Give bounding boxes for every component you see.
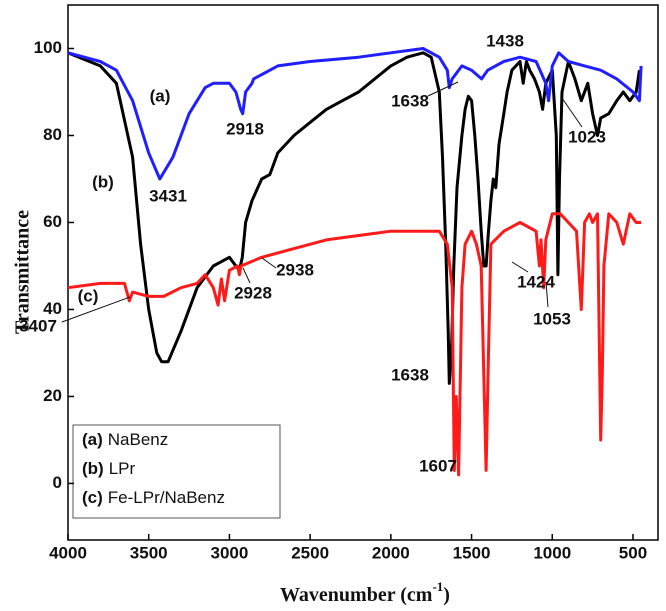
series-line [67,212,642,477]
x-tick-label: 1500 [453,543,491,562]
x-tick-label: 500 [619,543,647,562]
plot-frame [67,4,659,541]
peak-label: 1023 [568,127,606,146]
series-line [67,47,643,181]
peak-label: 1607 [419,456,457,475]
leader-line [261,257,277,269]
leader-line [242,267,251,284]
peak-label: 1638 [391,365,429,384]
peak-label: 3407 [19,316,57,335]
peak-label: 1424 [517,272,555,291]
x-axis-label: Wavenumber (cm-1) [280,579,450,606]
leader-line [427,81,459,97]
legend-label: LPr [109,459,136,478]
x-tick-label: 2000 [372,543,410,562]
leader-line [61,296,131,323]
peak-label: 1638 [391,91,429,110]
x-tick-label: 3500 [130,543,168,562]
peak-label: 2918 [226,119,264,138]
legend-entry: (b) LPr [82,459,136,478]
x-tick-label: 4000 [49,543,87,562]
series-tag: (b) [92,172,114,191]
legend-box [72,424,281,519]
y-tick-label: 40 [43,299,62,318]
leader-line [561,97,583,128]
y-tick-label: 80 [43,125,62,144]
legend-entry: (a) NaBenz [82,430,168,449]
legend-tag: (a) [82,430,103,449]
y-axis-label: Transmittance [12,210,34,334]
series-tag: (c) [78,286,99,305]
legend-label: NaBenz [108,430,168,449]
y-tick-label: 60 [43,212,62,231]
x-label-text: Wavenumber (cm [280,584,433,606]
peak-label: 1053 [533,309,571,328]
y-tick-label: 100 [34,38,62,57]
legend-tag: (b) [82,459,104,478]
legend-entry: (c) Fe-LPr/NaBenz [82,488,225,507]
x-label-sup: -1 [432,579,443,594]
y-tick-label: 20 [43,386,62,405]
x-tick-label: 2500 [291,543,329,562]
legend-label: Fe-LPr/NaBenz [108,488,225,507]
legend-tag: (c) [82,488,103,507]
leader-line [545,281,549,308]
series-tag: (a) [150,86,171,105]
peak-label: 2928 [234,283,272,302]
y-tick-label: 0 [53,473,62,492]
peak-label: 2938 [276,260,314,279]
x-tick-label: 3000 [211,543,249,562]
x-label-end: ) [443,584,450,606]
peak-label: 1438 [486,31,524,50]
peak-label: 3431 [149,186,187,205]
leader-line [511,261,529,273]
x-tick-label: 1000 [533,543,571,562]
